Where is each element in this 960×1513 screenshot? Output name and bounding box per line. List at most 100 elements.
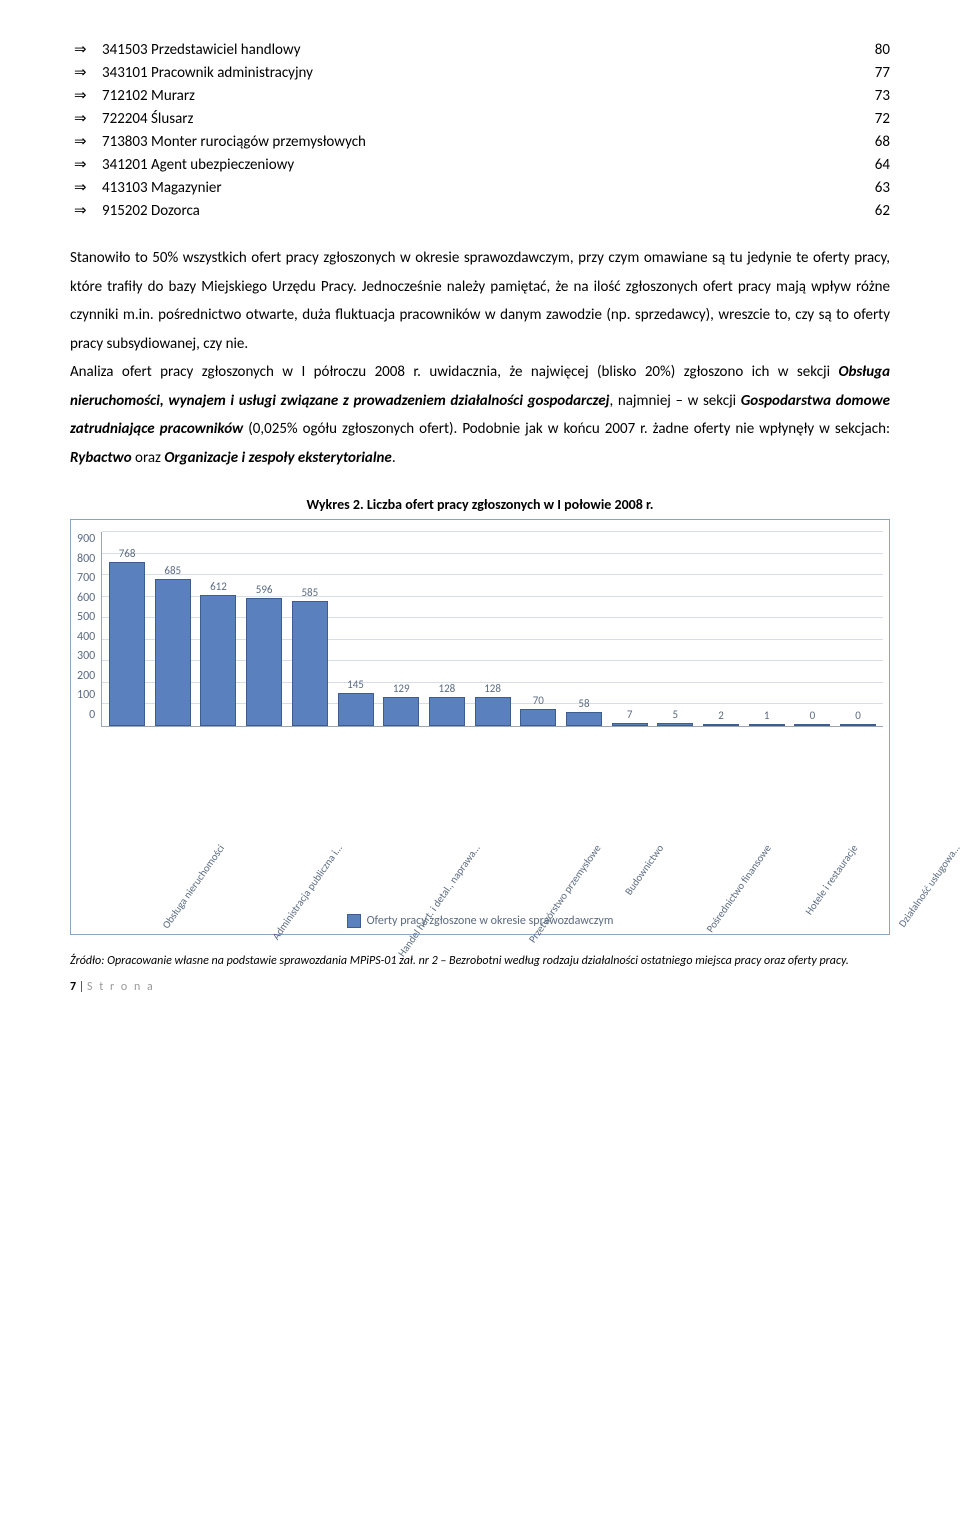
bar-column: 58 (563, 697, 605, 726)
y-tick: 600 (77, 591, 95, 605)
bar-value-label: 129 (393, 682, 410, 695)
bar-column: 5 (655, 708, 697, 726)
bar-value-label: 0 (855, 709, 861, 722)
page-footer: 7 | S t r o n a (70, 980, 890, 994)
bar-value-label: 768 (119, 547, 136, 560)
arrow-icon: ⇒ (70, 86, 102, 105)
bar (246, 598, 282, 726)
chart-plot: 7686856125965851451291281287058752100 (101, 532, 883, 727)
chart-title: Wykres 2. Liczba ofert pracy zgłoszonych… (70, 496, 890, 513)
bar-column: 128 (426, 682, 468, 726)
legend-label: Oferty pracy zgłoszone w okresie sprawoz… (367, 914, 614, 928)
bar (566, 712, 602, 726)
arrow-icon: ⇒ (70, 132, 102, 151)
job-row: ⇒341503 Przedstawiciel handlowy80 (70, 40, 890, 59)
bar-value-label: 612 (210, 580, 227, 593)
arrow-icon: ⇒ (70, 40, 102, 59)
y-tick: 700 (77, 571, 95, 585)
bar-value-label: 58 (578, 697, 589, 710)
arrow-icon: ⇒ (70, 63, 102, 82)
bar-column: 2 (700, 709, 742, 726)
y-tick: 300 (77, 649, 95, 663)
bar (657, 723, 693, 726)
paragraph-2: Analiza ofert pracy zgłoszonych w I półr… (70, 358, 890, 472)
y-tick: 900 (77, 532, 95, 546)
bar (794, 724, 830, 726)
bar-column: 70 (517, 694, 559, 726)
job-label: 722204 Ślusarz (102, 110, 850, 128)
bar (292, 601, 328, 727)
bar-column: 0 (837, 709, 879, 726)
job-row: ⇒413103 Magazynier63 (70, 178, 890, 197)
bar-value-label: 585 (301, 586, 318, 599)
bar-value-label: 70 (533, 694, 544, 707)
bar-value-label: 596 (256, 583, 273, 596)
bar-column: 685 (152, 564, 194, 726)
arrow-icon: ⇒ (70, 109, 102, 128)
job-label: 413103 Magazynier (102, 179, 850, 197)
bar-value-label: 2 (718, 709, 724, 722)
job-label: 343101 Pracownik administracyjny (102, 64, 850, 82)
bar-column: 596 (243, 583, 285, 726)
job-row: ⇒343101 Pracownik administracyjny77 (70, 63, 890, 82)
bar (200, 595, 236, 726)
job-value: 73 (850, 87, 890, 105)
job-occupation-list: ⇒341503 Przedstawiciel handlowy80⇒343101… (70, 40, 890, 220)
job-value: 62 (850, 202, 890, 220)
footer-label: S t r o n a (87, 980, 155, 994)
x-tick-label: Działalność usługowa… (896, 842, 952, 922)
job-row: ⇒713803 Monter rurociągów przemysłowych6… (70, 132, 890, 151)
y-tick: 500 (77, 610, 95, 624)
bar-column: 145 (335, 678, 377, 726)
bar (749, 724, 785, 726)
bar (338, 693, 374, 726)
bar (475, 697, 511, 726)
job-value: 64 (850, 156, 890, 174)
bar (429, 697, 465, 726)
bar-column: 768 (106, 547, 148, 726)
bar-column: 7 (609, 708, 651, 726)
grid-line (102, 531, 883, 532)
bar-value-label: 5 (673, 708, 679, 721)
job-label: 341503 Przedstawiciel handlowy (102, 41, 850, 59)
bar-value-label: 0 (810, 709, 816, 722)
bar-value-label: 128 (439, 682, 456, 695)
legend-swatch (347, 914, 361, 928)
bar-value-label: 145 (347, 678, 364, 691)
bar (520, 709, 556, 726)
source-note: Źródło: Opracowanie własne na podstawie … (70, 953, 890, 970)
bar (109, 562, 145, 726)
bar-column: 128 (472, 682, 514, 726)
job-value: 77 (850, 64, 890, 82)
job-label: 712102 Murarz (102, 87, 850, 105)
bar-value-label: 7 (627, 708, 633, 721)
bar-column: 0 (792, 709, 834, 726)
grid-line (102, 574, 883, 575)
y-tick: 200 (77, 669, 95, 683)
job-label: 713803 Monter rurociągów przemysłowych (102, 133, 850, 151)
arrow-icon: ⇒ (70, 201, 102, 220)
bar-column: 129 (380, 682, 422, 726)
job-row: ⇒341201 Agent ubezpieczeniowy64 (70, 155, 890, 174)
y-tick: 0 (89, 708, 95, 722)
bar (840, 724, 876, 726)
bar-column: 585 (289, 586, 331, 727)
arrow-icon: ⇒ (70, 155, 102, 174)
bar-column: 612 (198, 580, 240, 726)
chart-y-axis: 900 800 700 600 500 400 300 200 100 0 (77, 532, 101, 722)
job-row: ⇒722204 Ślusarz72 (70, 109, 890, 128)
bar-value-label: 128 (484, 682, 501, 695)
job-value: 72 (850, 110, 890, 128)
arrow-icon: ⇒ (70, 178, 102, 197)
grid-line (102, 553, 883, 554)
body-text: Stanowiło to 50% wszystkich ofert pracy … (70, 244, 890, 472)
bar-value-label: 685 (164, 564, 181, 577)
job-label: 915202 Dozorca (102, 202, 850, 220)
job-row: ⇒712102 Murarz73 (70, 86, 890, 105)
y-tick: 400 (77, 630, 95, 644)
bar (155, 579, 191, 726)
job-value: 80 (850, 41, 890, 59)
y-tick: 800 (77, 552, 95, 566)
y-tick: 100 (77, 688, 95, 702)
chart-container: 9008007006005004003002001000 76868561259… (70, 519, 890, 935)
